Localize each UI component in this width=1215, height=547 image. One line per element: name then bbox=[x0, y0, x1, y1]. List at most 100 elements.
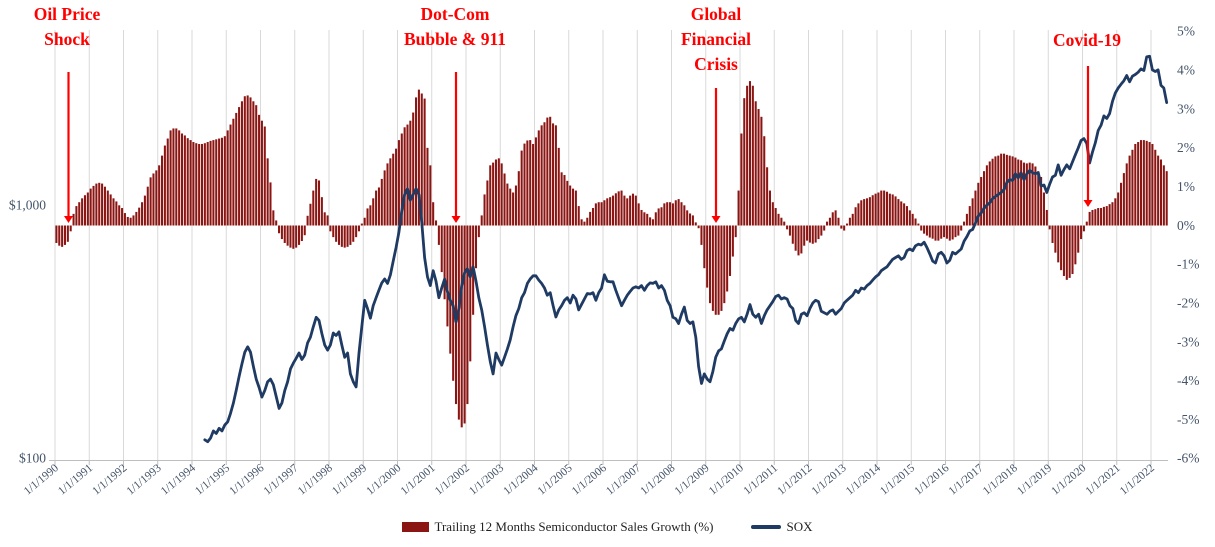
sales-growth-bar bbox=[135, 211, 138, 226]
sales-growth-bar bbox=[161, 155, 164, 226]
sales-growth-bar bbox=[1031, 163, 1034, 226]
sales-growth-bar bbox=[863, 199, 866, 226]
sales-growth-bar bbox=[372, 198, 375, 226]
sales-growth-bar bbox=[500, 163, 503, 226]
legend-item-sox: SOX bbox=[751, 519, 813, 535]
sales-growth-bar bbox=[569, 185, 572, 226]
sales-growth-bar bbox=[977, 182, 980, 226]
sales-growth-bar bbox=[369, 205, 372, 226]
sales-growth-bar bbox=[871, 195, 874, 226]
sales-growth-bar bbox=[846, 223, 849, 226]
x-tick-label: 1/1/2003 bbox=[467, 462, 506, 498]
sales-growth-bar bbox=[991, 158, 994, 226]
sales-growth-bar bbox=[811, 225, 814, 244]
sales-growth-bar bbox=[677, 199, 680, 226]
sales-growth-bar bbox=[897, 199, 900, 226]
sales-growth-bar bbox=[674, 200, 677, 226]
sales-growth-bar bbox=[700, 225, 703, 245]
sales-growth-bar bbox=[123, 213, 126, 226]
sales-growth-bar bbox=[1011, 156, 1014, 226]
annotation-line: Shock bbox=[44, 29, 90, 49]
sales-growth-bar bbox=[840, 225, 843, 229]
sales-growth-bar bbox=[720, 225, 723, 311]
sales-growth-bar bbox=[315, 178, 318, 226]
sales-growth-bar bbox=[529, 140, 532, 226]
sales-growth-bar bbox=[506, 183, 509, 226]
x-tick-label: 1/1/2018 bbox=[981, 462, 1020, 498]
sales-growth-bar bbox=[72, 213, 75, 226]
legend-item-sales-growth: Trailing 12 Months Semiconductor Sales G… bbox=[402, 519, 713, 535]
sales-growth-bar bbox=[366, 208, 369, 226]
covid-19-arrowhead bbox=[1083, 200, 1093, 207]
sales-growth-bar bbox=[429, 165, 432, 226]
sales-growth-bar bbox=[623, 195, 626, 226]
sales-growth-bar bbox=[1117, 192, 1120, 226]
sales-growth-bar bbox=[255, 105, 258, 226]
sales-growth-bar bbox=[760, 116, 763, 226]
sales-growth-bar bbox=[786, 225, 789, 230]
sales-growth-bar bbox=[611, 195, 615, 226]
right-axis-tick-label: -5% bbox=[1177, 412, 1200, 427]
sales-growth-bar bbox=[292, 225, 295, 249]
sales-growth-bar bbox=[155, 170, 158, 226]
sales-growth-bar bbox=[215, 139, 218, 226]
global-financial-crisis-annotation: Global Financial Crisis bbox=[681, 2, 751, 77]
sales-growth-bar bbox=[260, 120, 263, 226]
sales-growth-bar bbox=[55, 225, 58, 243]
sales-growth-bar bbox=[143, 195, 146, 226]
sox-series-swatch bbox=[751, 525, 782, 529]
sales-growth-bar bbox=[141, 202, 144, 226]
sales-growth-bar bbox=[791, 225, 794, 244]
sales-growth-bar bbox=[626, 198, 629, 226]
right-axis-tick-label: 5% bbox=[1177, 24, 1195, 39]
x-tick-label: 1/1/1991 bbox=[56, 462, 95, 498]
sales-growth-bar bbox=[1094, 209, 1097, 226]
sales-growth-bar bbox=[526, 140, 529, 226]
sales-growth-bar bbox=[332, 225, 335, 238]
sales-growth-bar bbox=[583, 221, 586, 226]
sales-growth-bar bbox=[600, 202, 603, 226]
sales-growth-bar bbox=[460, 225, 463, 428]
sales-growth-bar bbox=[1128, 155, 1131, 226]
sales-growth-bar bbox=[988, 161, 991, 226]
sales-growth-bar bbox=[885, 191, 889, 226]
sales-growth-bar bbox=[380, 178, 383, 226]
sales-growth-bar bbox=[163, 145, 166, 226]
x-tick-label: 1/1/1994 bbox=[159, 462, 198, 498]
covid-19-annotation: Covid-19 bbox=[1053, 28, 1121, 53]
sales-growth-bar bbox=[303, 225, 306, 236]
sales-growth-bar bbox=[814, 225, 817, 243]
sales-growth-bar bbox=[200, 143, 204, 226]
sales-growth-bar bbox=[857, 203, 860, 226]
sales-growth-bar bbox=[740, 133, 743, 226]
sales-growth-bar bbox=[1062, 225, 1065, 276]
sales-growth-bar bbox=[643, 212, 646, 226]
x-tick-label: 1/1/2000 bbox=[364, 462, 403, 498]
sales-growth-bar bbox=[703, 225, 706, 269]
sales-growth-bar bbox=[406, 124, 409, 226]
sales-growth-bar bbox=[1065, 225, 1068, 280]
sales-growth-bar bbox=[1025, 163, 1028, 226]
sales-growth-bar bbox=[774, 208, 777, 226]
sales-growth-bar bbox=[1017, 159, 1020, 226]
sales-growth-bar bbox=[203, 143, 206, 226]
sales-growth-bar bbox=[543, 122, 546, 226]
oil-price-shock-arrowhead bbox=[64, 216, 73, 223]
sales-growth-bar bbox=[497, 158, 500, 226]
annotation-line: Dot-Com bbox=[420, 4, 490, 24]
sales-growth-bar bbox=[594, 203, 597, 226]
sales-growth-bar bbox=[175, 128, 178, 226]
sales-growth-bar bbox=[1054, 225, 1057, 253]
sales-growth-bar bbox=[689, 213, 692, 226]
sales-growth-bar bbox=[377, 187, 380, 226]
sales-growth-bar bbox=[763, 136, 766, 226]
sales-growth-bar bbox=[888, 193, 891, 226]
left-axis-tick-label: $1,000 bbox=[9, 198, 46, 213]
sales-growth-bar bbox=[158, 165, 161, 226]
sales-growth-bar bbox=[557, 147, 560, 226]
x-tick-label: 1/1/2015 bbox=[878, 462, 917, 498]
sales-growth-bar bbox=[737, 190, 740, 226]
sales-growth-bar bbox=[766, 167, 769, 226]
bar-series-label: Trailing 12 Months Semiconductor Sales G… bbox=[434, 519, 714, 534]
sales-growth-bar bbox=[560, 172, 563, 226]
